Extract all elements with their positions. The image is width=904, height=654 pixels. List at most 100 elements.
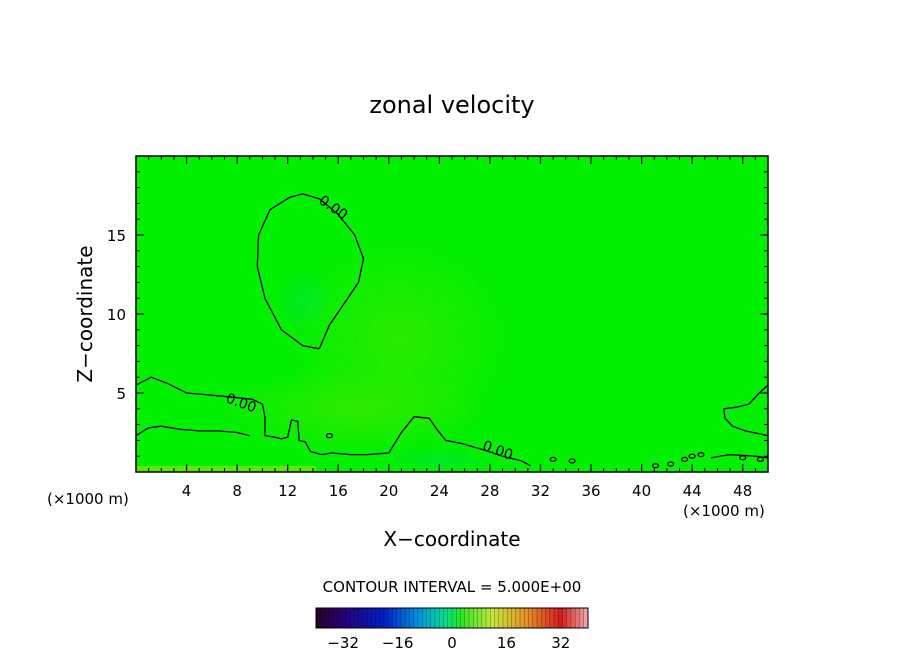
shading-blob-bottom bbox=[380, 446, 500, 472]
contour-small-loop bbox=[651, 463, 660, 469]
colorbar-swatch bbox=[358, 608, 364, 628]
colorbar bbox=[315, 607, 589, 629]
axis-ticks bbox=[136, 156, 768, 472]
colorbar-tick-label: −16 bbox=[382, 634, 414, 652]
colorbar-swatch bbox=[367, 608, 372, 628]
x-tick-label: 36 bbox=[581, 482, 600, 500]
colorbar-swatch bbox=[503, 608, 508, 628]
colorbar-swatch bbox=[371, 608, 376, 628]
colorbar-tick-label: 16 bbox=[497, 634, 516, 652]
x-unit-left: (×1000 m) bbox=[47, 490, 129, 508]
colorbar-swatch bbox=[316, 608, 321, 628]
colorbar-swatch bbox=[515, 608, 521, 628]
colorbar-swatch bbox=[477, 608, 483, 628]
colorbar-swatch bbox=[549, 608, 555, 628]
colorbar-swatch bbox=[537, 608, 542, 628]
contour-small-loop bbox=[549, 456, 557, 462]
colorbar-swatch bbox=[333, 608, 338, 628]
contour-interval-label: CONTOUR INTERVAL = 5.000E+00 bbox=[323, 578, 582, 596]
x-tick-label: 32 bbox=[531, 482, 550, 500]
colorbar-swatch bbox=[498, 608, 504, 628]
colorbar-swatch bbox=[507, 608, 512, 628]
colorbar-swatch bbox=[405, 608, 410, 628]
x-tick-label: 4 bbox=[182, 482, 192, 500]
colorbar-tick-label: 32 bbox=[551, 634, 570, 652]
contour-small-loop bbox=[667, 461, 675, 467]
contour-line bbox=[136, 425, 250, 437]
colorbar-swatch bbox=[426, 608, 432, 628]
colorbar-swatch bbox=[583, 608, 589, 628]
contour-lines bbox=[136, 193, 768, 469]
shading-blob-left bbox=[275, 265, 335, 335]
y-tick-label: 10 bbox=[107, 306, 126, 324]
colorbar-swatch bbox=[362, 608, 368, 628]
colorbar-swatch bbox=[469, 608, 474, 628]
y-tick-label: 15 bbox=[107, 227, 126, 245]
contour-small-loop bbox=[697, 452, 705, 458]
colorbar-swatch bbox=[520, 608, 525, 628]
colorbar-swatch bbox=[320, 608, 325, 628]
colorbar-swatch bbox=[511, 608, 517, 628]
colorbar-swatch bbox=[430, 608, 436, 628]
colorbar-swatch bbox=[341, 608, 347, 628]
colorbar-swatch bbox=[384, 608, 389, 628]
x-tick-label: 20 bbox=[379, 482, 398, 500]
x-unit-right: (×1000 m) bbox=[683, 502, 765, 520]
colorbar-swatch bbox=[388, 608, 393, 628]
colorbar-swatch bbox=[337, 608, 342, 628]
colorbar-swatch bbox=[443, 608, 449, 628]
contour-small-loop bbox=[739, 455, 747, 461]
colorbar-swatch bbox=[350, 608, 355, 628]
colorbar-swatch bbox=[481, 608, 487, 628]
plot-area: 0.000.000.00 bbox=[135, 155, 769, 473]
colorbar-swatch bbox=[447, 608, 453, 628]
colorbar-swatch bbox=[571, 608, 576, 628]
colorbar-swatch bbox=[541, 608, 546, 628]
colorbar-swatch bbox=[545, 608, 551, 628]
colorbar-swatch bbox=[392, 608, 398, 628]
colorbar-swatch bbox=[532, 608, 538, 628]
colorbar-swatch bbox=[566, 608, 572, 628]
colorbar-swatch bbox=[460, 608, 466, 628]
colorbar-swatch bbox=[494, 608, 500, 628]
colorbar-frame bbox=[315, 607, 589, 629]
colorbar-swatch bbox=[435, 608, 440, 628]
contour-small-loop bbox=[680, 456, 689, 462]
colorbar-swatch bbox=[452, 608, 457, 628]
colorbar-swatch bbox=[354, 608, 359, 628]
x-tick-label: 12 bbox=[278, 482, 297, 500]
colorbar-swatch bbox=[345, 608, 351, 628]
colorbar-swatch bbox=[413, 608, 419, 628]
contour-small-loop bbox=[756, 456, 765, 462]
x-tick-label: 40 bbox=[632, 482, 651, 500]
colorbar-swatch bbox=[328, 608, 334, 628]
field-shading bbox=[136, 230, 520, 472]
colorbar-swatch bbox=[528, 608, 534, 628]
colorbar-swatch bbox=[490, 608, 495, 628]
shading-blob-low bbox=[210, 365, 490, 455]
colorbar-tick-label: 0 bbox=[447, 634, 457, 652]
colorbar-swatch bbox=[409, 608, 415, 628]
colorbar-swatch bbox=[554, 608, 559, 628]
colorbar-swatch bbox=[418, 608, 423, 628]
x-tick-label: 16 bbox=[329, 482, 348, 500]
surface-band bbox=[136, 466, 316, 472]
colorbar-swatch bbox=[579, 608, 585, 628]
colorbar-swatch bbox=[524, 608, 529, 628]
x-tick-label: 28 bbox=[480, 482, 499, 500]
colorbar-tick-label: −32 bbox=[327, 634, 359, 652]
chart-title: zonal velocity bbox=[369, 91, 534, 119]
colorbar-swatch bbox=[396, 608, 402, 628]
x-tick-labels: 4 8 12 16 20 24 28 32 36 40 44 48 bbox=[182, 482, 752, 500]
colorbar-swatch bbox=[464, 608, 470, 628]
colorbar-swatch bbox=[456, 608, 461, 628]
contour-small-loop bbox=[568, 458, 576, 464]
y-tick-label: 5 bbox=[116, 385, 126, 403]
colorbar-swatch bbox=[422, 608, 427, 628]
contour-small-loop bbox=[325, 433, 333, 439]
colorbar-swatch bbox=[401, 608, 406, 628]
contour-line bbox=[256, 193, 365, 350]
contour-line bbox=[723, 384, 768, 437]
colorbar-swatch bbox=[558, 608, 563, 628]
